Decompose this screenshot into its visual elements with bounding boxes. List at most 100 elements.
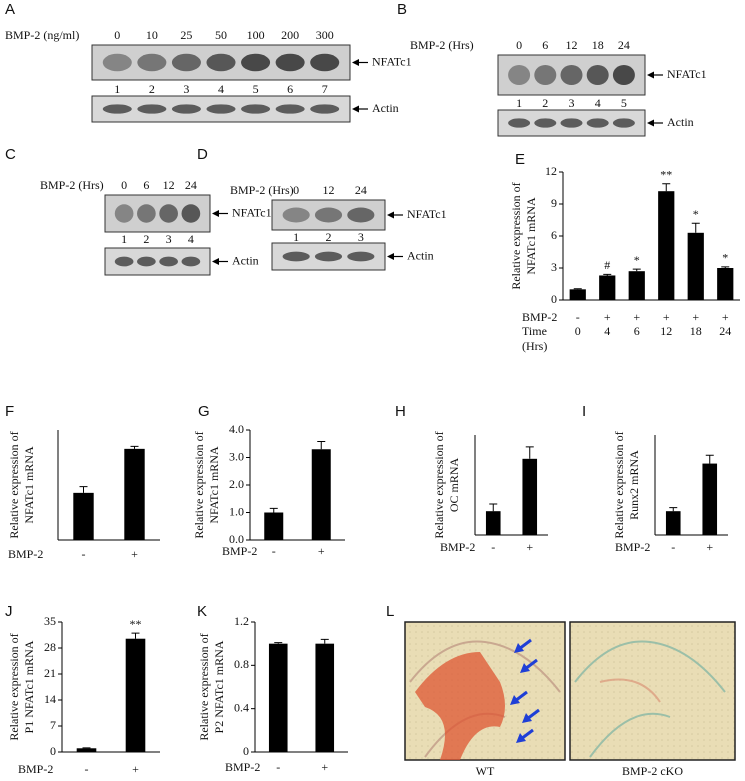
condition: 50 — [215, 28, 227, 42]
x-tick-label: - — [576, 310, 580, 324]
band — [159, 204, 178, 223]
bar — [658, 191, 675, 300]
condition: 12 — [163, 178, 175, 192]
band — [612, 65, 635, 85]
condition-label: BMP-2 (ng/ml) — [5, 28, 79, 42]
row-label: BMP-2 — [18, 762, 53, 776]
y-tick-label: 7 — [50, 718, 56, 732]
error-bar — [79, 486, 88, 493]
row-label: Time — [522, 324, 547, 338]
error-bar — [317, 441, 326, 450]
annotation: # — [604, 258, 610, 272]
y-tick-label: 6 — [551, 228, 557, 242]
error-bar — [691, 222, 700, 233]
annotation: * — [693, 207, 699, 221]
x-tick-label: - — [276, 760, 280, 774]
panel-label: K — [197, 603, 207, 620]
x-tick-label: - — [85, 762, 89, 776]
arrow-head — [212, 210, 219, 217]
band — [282, 207, 310, 223]
band — [612, 118, 635, 128]
lane-number: 4 — [595, 96, 601, 110]
y-tick-label: 0.0 — [229, 532, 244, 546]
band — [171, 104, 201, 114]
panel-label: G — [198, 403, 210, 420]
lane-number: 5 — [253, 82, 259, 96]
y-tick-label: 12 — [545, 164, 557, 178]
band — [275, 104, 305, 114]
x-tick-label: - — [272, 544, 276, 558]
bar — [569, 289, 586, 300]
error-bar — [632, 268, 641, 272]
band — [241, 53, 271, 72]
y-axis-label: Relative expression of — [192, 431, 206, 538]
y-tick-label: 0 — [50, 744, 56, 758]
caption: WT — [476, 764, 495, 778]
y-tick-label: 35 — [44, 614, 56, 628]
condition-label: BMP-2 (Hrs) — [40, 178, 104, 192]
error-bar — [662, 183, 671, 192]
lane-number: 4 — [188, 232, 194, 246]
lane-number: 6 — [287, 82, 293, 96]
row-label: BMP-2 — [225, 760, 260, 774]
annotation: * — [634, 253, 640, 267]
arrow-head — [352, 105, 359, 113]
lane-number: 1 — [293, 230, 299, 244]
band — [137, 53, 167, 72]
bar — [73, 492, 94, 540]
x-tick-label: 6 — [634, 324, 640, 338]
band — [114, 204, 134, 223]
annotation: ** — [660, 167, 672, 181]
band — [206, 53, 236, 72]
lane-number: 7 — [322, 82, 328, 96]
band — [137, 104, 167, 114]
pointer-head — [516, 733, 526, 743]
panel-label: D — [197, 146, 208, 163]
y-tick-label: 4.0 — [229, 422, 244, 436]
bar — [522, 458, 538, 535]
condition: 200 — [281, 28, 299, 42]
band — [137, 256, 156, 267]
error-bar — [669, 507, 678, 512]
x-tick-label: 24 — [719, 324, 731, 338]
band-label: NFATc1 — [372, 54, 412, 68]
y-axis-label: OC mRNA — [447, 457, 461, 512]
band — [310, 53, 340, 72]
panel-label: L — [386, 603, 394, 620]
band — [314, 251, 343, 262]
x-tick-label: - — [671, 540, 675, 554]
condition: 24 — [185, 178, 197, 192]
band — [137, 204, 156, 223]
lane-number: 2 — [542, 96, 548, 110]
x-tick-label: + — [526, 540, 533, 554]
row-unit: (Hrs) — [522, 339, 547, 353]
lane-number: 3 — [183, 82, 189, 96]
y-axis-label: Relative expression of — [7, 431, 21, 538]
band-label: Actin — [407, 248, 434, 262]
condition: 12 — [323, 183, 335, 197]
x-tick-label: + — [131, 547, 138, 561]
arrow-head — [387, 253, 394, 260]
band — [102, 53, 132, 72]
condition-label: BMP-2 (Hrs) — [230, 183, 294, 197]
y-tick-label: 9 — [551, 196, 557, 210]
band — [534, 118, 557, 128]
panel-label: B — [397, 1, 407, 18]
y-axis-label: NFATc1 mRNA — [524, 197, 538, 275]
y-axis-label: NFATc1 mRNA — [207, 446, 221, 524]
band — [508, 118, 531, 128]
y-tick-label: 0.8 — [234, 657, 249, 671]
y-axis-label: P2 NFATc1 mRNA — [212, 640, 226, 733]
x-tick-label: + — [132, 762, 139, 776]
band — [114, 256, 134, 267]
y-tick-label: 14 — [44, 692, 56, 706]
band — [347, 251, 375, 262]
pointer-head — [522, 713, 532, 723]
bar — [315, 643, 335, 752]
panel-label: E — [515, 151, 525, 168]
band — [102, 104, 132, 114]
y-tick-label: 3.0 — [229, 449, 244, 463]
y-axis-label: NFATc1 mRNA — [22, 446, 36, 524]
band — [206, 104, 236, 114]
row-label: BMP-2 — [615, 540, 650, 554]
